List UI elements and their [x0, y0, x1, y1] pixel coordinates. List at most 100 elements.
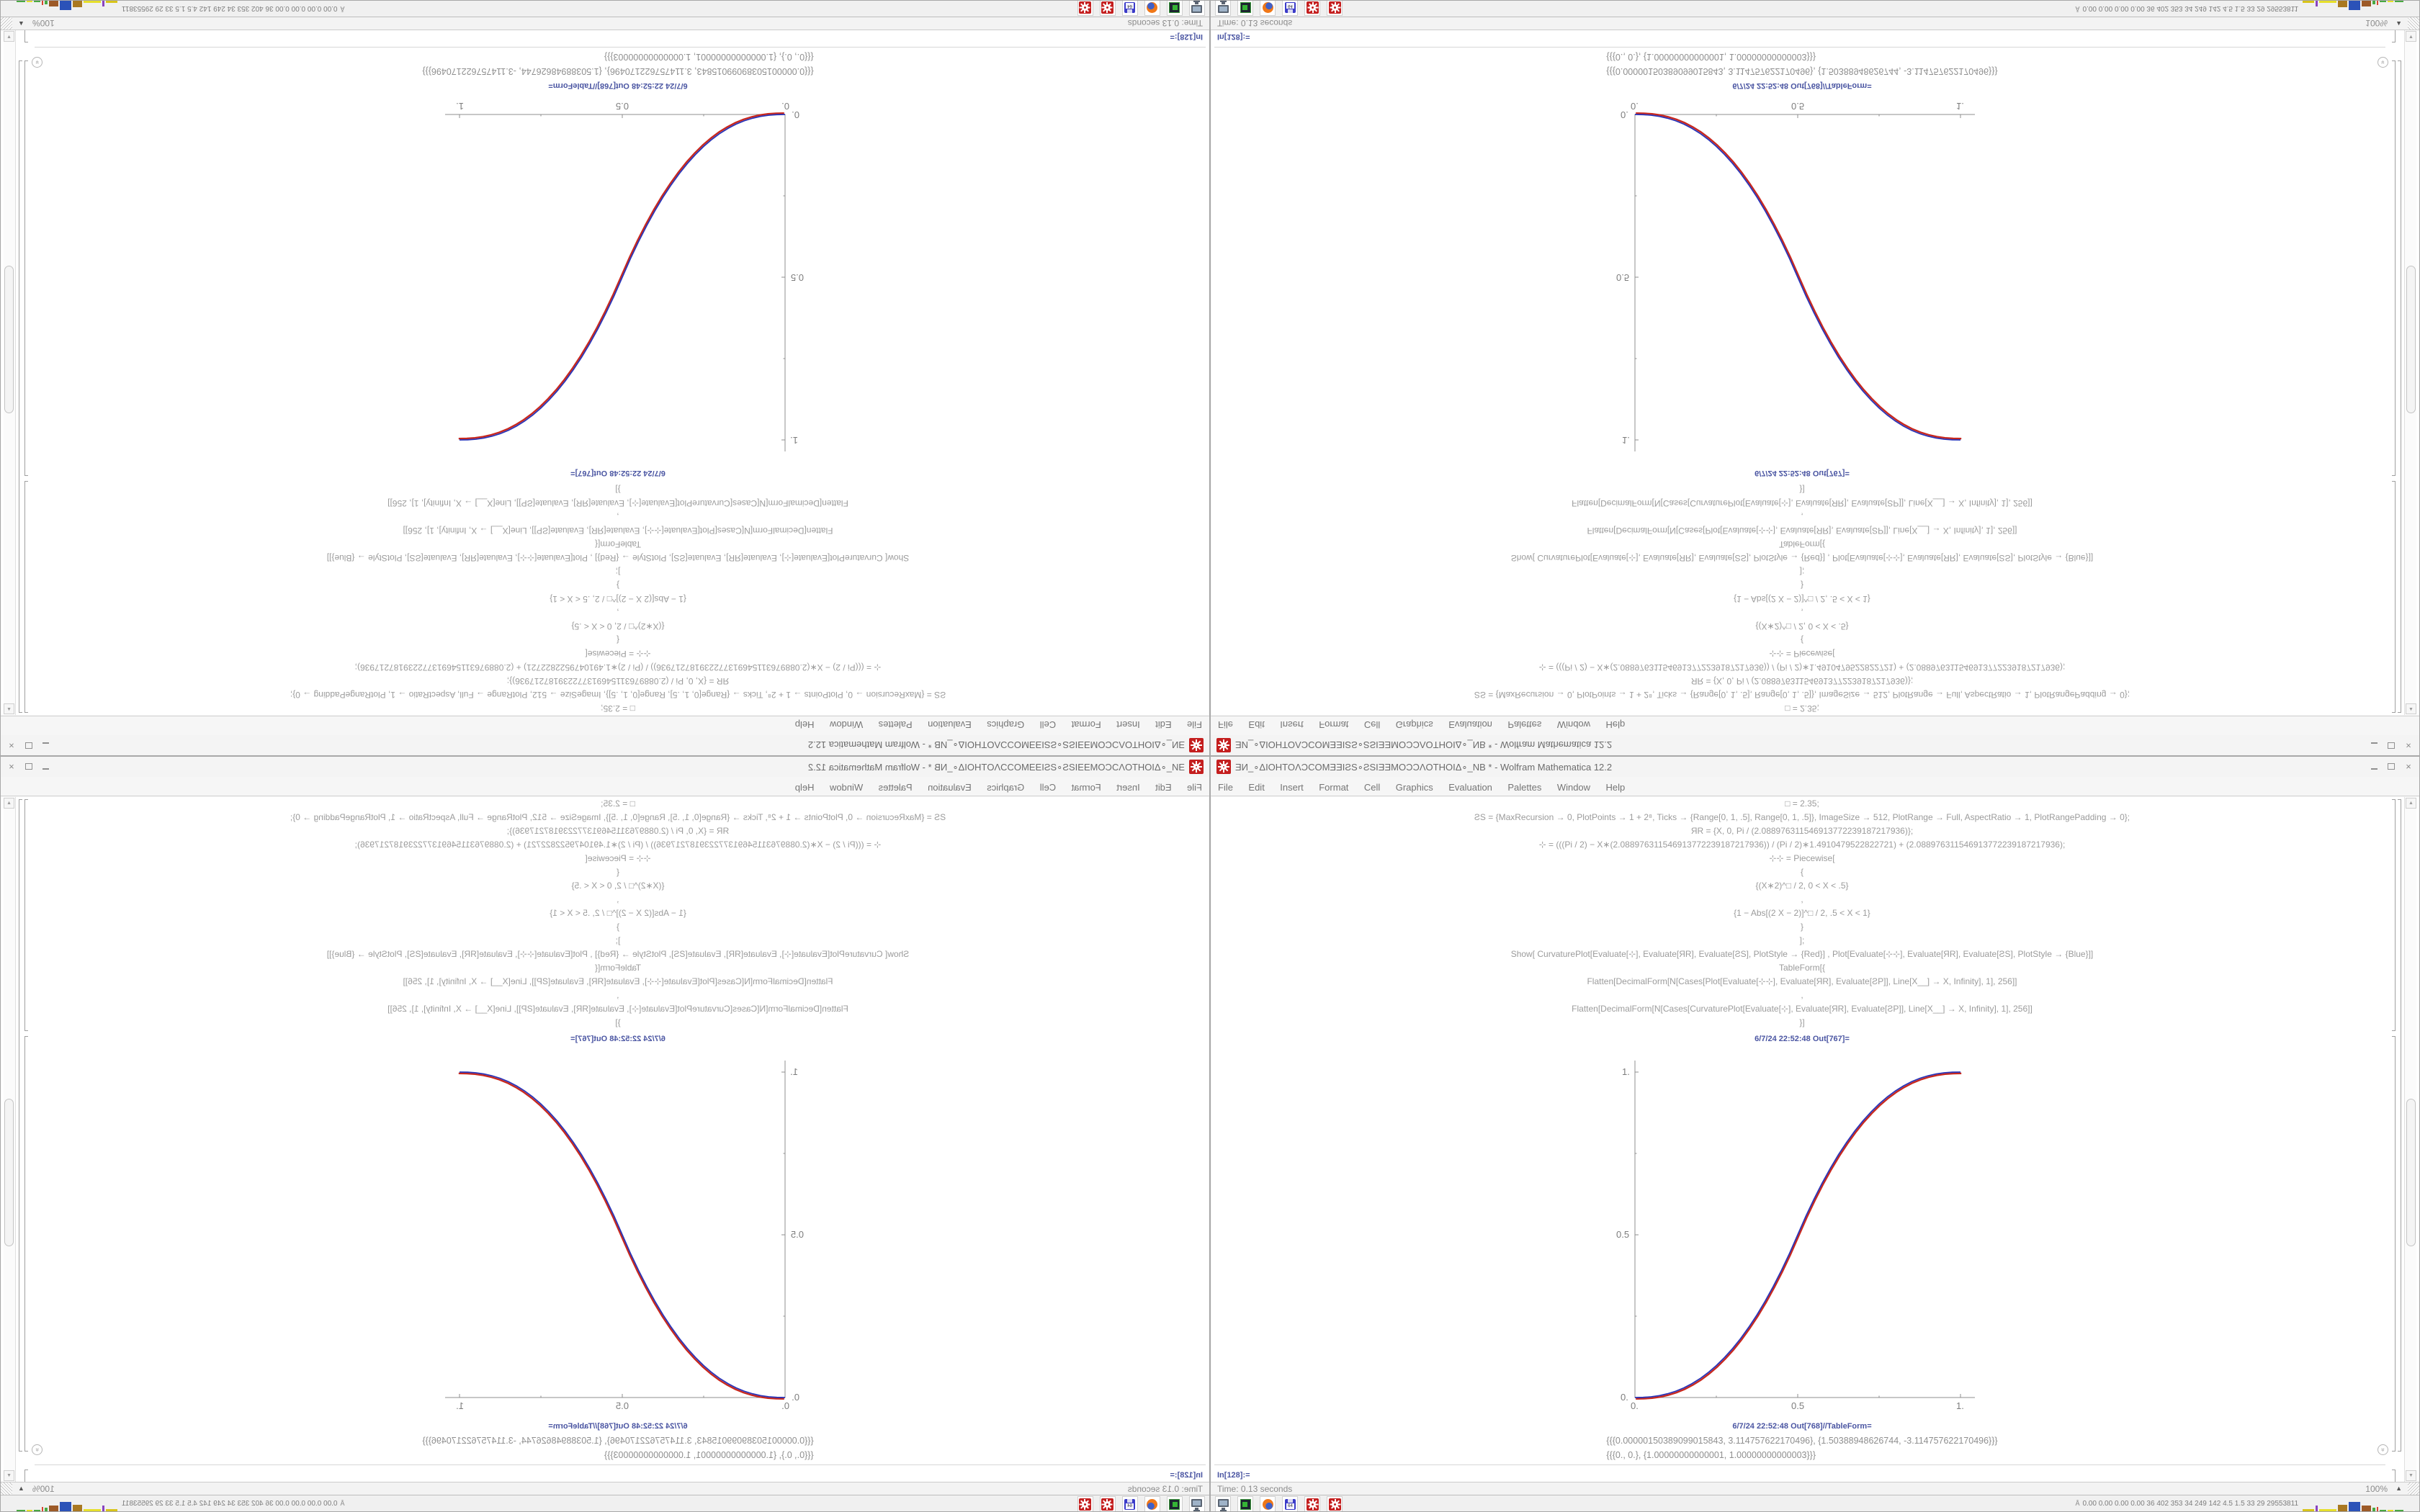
minimize-button[interactable]	[41, 762, 51, 771]
code-line[interactable]: ⊹⊹ = Piecewise[	[1769, 853, 1835, 863]
cell-insertion-line[interactable]	[35, 1464, 1206, 1465]
code-line[interactable]: Show[ CurvaturePlot[Evaluate[⊹], Evaluat…	[1510, 949, 2094, 959]
menu-palettes[interactable]: Palettes	[1507, 782, 1542, 793]
menu-graphics[interactable]: Graphics	[1395, 719, 1433, 730]
code-line[interactable]: Flatten[DecimalForm[N[Cases[CurvaturePlo…	[387, 1004, 848, 1014]
code-line[interactable]: ];	[615, 935, 621, 945]
scroll-down-icon[interactable]: ▼	[4, 1470, 14, 1481]
window-titlebar[interactable]: ƎИ_∘ΔIOHTOΛƆCOMƎƎIƧS∘ƧSIƎƎMOƆƆΛOTHOIΔ∘_N…	[1211, 735, 2419, 755]
menu-evaluation[interactable]: Evaluation	[1448, 719, 1492, 730]
floppy-disk-icon[interactable]: 64	[1282, 1496, 1298, 1511]
code-line[interactable]: {	[617, 635, 620, 645]
resize-grip[interactable]	[1, 17, 12, 30]
menu-evaluation[interactable]: Evaluation	[1448, 782, 1492, 793]
code-line[interactable]: □ = 2.35;	[601, 798, 635, 809]
input-cell[interactable]: □ = 2.35; ƧS = {MaxRecursion → 0, PlotPo…	[1211, 797, 2393, 1030]
code-line[interactable]: {(X∗2)^□ / 2, 0 < X < .5}	[1755, 881, 1849, 891]
code-line[interactable]: ƧS = {MaxRecursion → 0, PlotPoints → 1 +…	[290, 690, 946, 700]
menu-cell[interactable]: Cell	[1363, 719, 1381, 730]
terminal-icon[interactable]	[1237, 0, 1253, 16]
menu-edit[interactable]: Edit	[1155, 782, 1172, 793]
code-line[interactable]: ];	[1799, 567, 1805, 577]
cell-collapse-icon[interactable]: »	[2378, 57, 2388, 68]
code-line[interactable]: Flatten[DecimalForm[N[Cases[Plot[Evaluat…	[403, 976, 833, 986]
code-line[interactable]: Flatten[DecimalForm[N[Cases[CurvaturePlo…	[1572, 1004, 2033, 1014]
scrollbar-thumb[interactable]	[2406, 1099, 2416, 1246]
code-line[interactable]: ,	[1801, 894, 1803, 904]
input-cell-bracket[interactable]	[2392, 799, 2396, 1031]
vertical-scrollbar[interactable]: ▲ ▼	[2404, 30, 2416, 715]
scrollbar-thumb[interactable]	[4, 1099, 14, 1246]
code-line[interactable]: ,	[1801, 608, 1803, 618]
code-line[interactable]: TableForm[{	[594, 539, 642, 549]
output-group-bracket[interactable]	[2392, 1036, 2396, 1452]
mathematica-gear-icon[interactable]	[1327, 1496, 1343, 1511]
code-line[interactable]: ⊹⊹ = Piecewise[	[585, 853, 651, 863]
menu-palettes[interactable]: Palettes	[878, 782, 913, 793]
firefox-icon[interactable]	[1260, 1496, 1276, 1511]
notebook-area[interactable]: □ = 2.35; ƧS = {MaxRecursion → 0, PlotPo…	[1211, 797, 2419, 1488]
display-icon[interactable]	[1189, 0, 1205, 16]
display-icon[interactable]	[1215, 1496, 1231, 1511]
display-icon[interactable]	[1215, 0, 1231, 16]
vertical-scrollbar[interactable]: ▲ ▼	[2404, 797, 2416, 1482]
menu-insert[interactable]: Insert	[1280, 782, 1304, 793]
input-cell[interactable]: □ = 2.35; ƧS = {MaxRecursion → 0, PlotPo…	[27, 482, 1209, 715]
code-line[interactable]: {(X∗2)^□ / 2, 0 < X < .5}	[571, 881, 665, 891]
cell-insertion-line[interactable]	[1214, 47, 2385, 48]
menu-help[interactable]: Help	[794, 719, 815, 730]
code-line[interactable]: ,	[617, 990, 619, 1000]
window-titlebar[interactable]: ƎИ_∘ΔIOHTOΛƆCOMƎƎIƧS∘ƧSIƎƎMOƆƆΛOTHOIΔ∘_N…	[1211, 757, 2419, 777]
scroll-down-icon[interactable]: ▼	[2406, 1470, 2416, 1481]
code-line[interactable]: {	[1800, 867, 1803, 877]
code-line[interactable]: ЯR = {X, 0, Pi / (2.08897631154691377223…	[506, 676, 730, 686]
maximize-button[interactable]	[24, 741, 34, 750]
code-line[interactable]: }	[1800, 580, 1803, 590]
menu-edit[interactable]: Edit	[1155, 719, 1172, 730]
code-line[interactable]: }]	[1799, 1017, 1805, 1027]
menu-window[interactable]: Window	[1556, 782, 1591, 793]
code-line[interactable]: ⊹⊹ = Piecewise[	[585, 649, 651, 659]
cell-collapse-icon[interactable]: »	[32, 57, 42, 68]
minimize-button[interactable]	[2369, 762, 2379, 771]
code-line[interactable]: }]	[615, 1017, 621, 1027]
input-cell-bracket[interactable]	[24, 799, 28, 1031]
notebook-area[interactable]: □ = 2.35; ƧS = {MaxRecursion → 0, PlotPo…	[1, 24, 1209, 715]
code-line[interactable]: }	[617, 922, 620, 932]
code-line[interactable]: ⊹⊹ = Piecewise[	[1769, 649, 1835, 659]
code-line[interactable]: Show[ CurvaturePlot[Evaluate[⊹], Evaluat…	[326, 553, 910, 563]
code-line[interactable]: □ = 2.35;	[1785, 798, 1819, 809]
close-button[interactable]: ×	[2406, 761, 2411, 772]
scrollbar-thumb[interactable]	[4, 266, 14, 413]
firefox-icon[interactable]	[1144, 0, 1160, 16]
cell-collapse-icon[interactable]: »	[2378, 1444, 2388, 1455]
menu-graphics[interactable]: Graphics	[987, 719, 1025, 730]
code-line[interactable]: {(X∗2)^□ / 2, 0 < X < .5}	[1755, 621, 1849, 631]
code-line[interactable]: ƧS = {MaxRecursion → 0, PlotPoints → 1 +…	[1474, 812, 2130, 822]
scroll-up-icon[interactable]: ▲	[2406, 703, 2416, 714]
menu-file[interactable]: File	[1187, 782, 1202, 793]
menu-edit[interactable]: Edit	[1248, 782, 1265, 793]
output-group-bracket[interactable]	[24, 1036, 28, 1452]
menu-window[interactable]: Window	[829, 782, 864, 793]
menu-evaluation[interactable]: Evaluation	[928, 782, 972, 793]
resize-grip[interactable]	[2408, 1482, 2419, 1495]
code-line[interactable]: ƧS = {MaxRecursion → 0, PlotPoints → 1 +…	[1474, 690, 2130, 700]
magnification-arrow-icon[interactable]: ▲	[18, 1485, 24, 1492]
maximize-button[interactable]	[2386, 741, 2396, 750]
mathematica-gear-icon[interactable]	[1100, 1496, 1116, 1512]
scroll-up-icon[interactable]: ▲	[2406, 798, 2416, 809]
menu-cell[interactable]: Cell	[1039, 782, 1057, 793]
cell-insertion-line[interactable]	[35, 47, 1206, 48]
vertical-scrollbar[interactable]: ▲ ▼	[4, 30, 16, 715]
input-cell[interactable]: □ = 2.35; ƧS = {MaxRecursion → 0, PlotPo…	[27, 797, 1209, 1030]
magnification-control[interactable]: 100%	[32, 18, 55, 28]
menu-help[interactable]: Help	[1605, 719, 1626, 730]
scroll-up-icon[interactable]: ▲	[4, 798, 14, 809]
code-line[interactable]: ЯR = {X, 0, Pi / (2.08897631154691377223…	[506, 826, 730, 836]
menu-insert[interactable]: Insert	[1280, 719, 1304, 730]
input-cell[interactable]: □ = 2.35; ƧS = {MaxRecursion → 0, PlotPo…	[1211, 482, 2393, 715]
code-line[interactable]: Show[ CurvaturePlot[Evaluate[⊹], Evaluat…	[326, 949, 910, 959]
maximize-button[interactable]	[24, 762, 34, 771]
menu-format[interactable]: Format	[1071, 782, 1101, 793]
